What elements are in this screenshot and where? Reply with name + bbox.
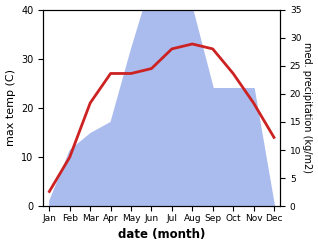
Y-axis label: med. precipitation (kg/m2): med. precipitation (kg/m2) bbox=[302, 42, 313, 173]
X-axis label: date (month): date (month) bbox=[118, 228, 205, 242]
Y-axis label: max temp (C): max temp (C) bbox=[5, 69, 16, 146]
